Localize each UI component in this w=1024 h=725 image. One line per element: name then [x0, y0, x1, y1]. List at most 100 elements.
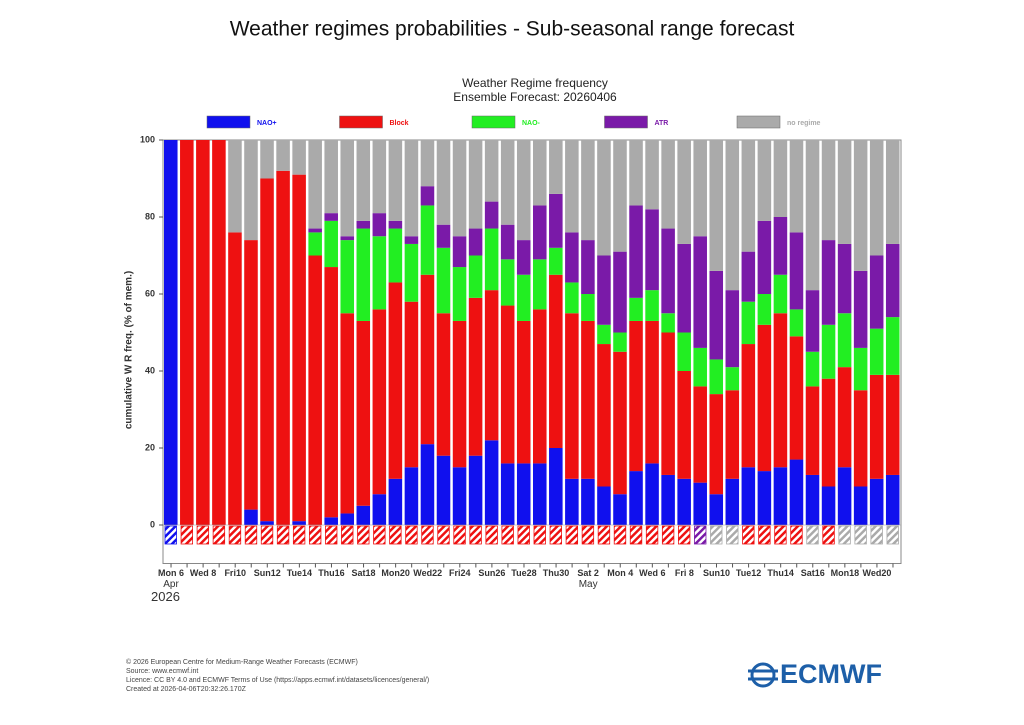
bar-segment: [693, 347, 707, 387]
bar-segment: [468, 455, 483, 525]
bar-segment: [613, 140, 627, 252]
bar-segment: [613, 494, 627, 525]
bar-segment: [789, 309, 804, 337]
bar-segment: [661, 228, 675, 314]
bar-segment: [228, 232, 242, 525]
dominant-regime-box: [437, 525, 450, 545]
bar-segment: [581, 320, 595, 479]
dominant-regime-box: [838, 525, 851, 545]
legend-swatch: [604, 115, 648, 129]
bar-segment: [853, 270, 868, 348]
bar-segment: [404, 236, 419, 244]
bar-segment: [436, 224, 451, 248]
x-tick-label: Mon 4: [607, 568, 633, 578]
bar-segment: [565, 282, 579, 314]
dominant-regime-box: [886, 525, 899, 545]
bar-segment: [869, 328, 884, 375]
x-tick-label: Tue28: [511, 568, 536, 578]
bar-segment: [661, 474, 675, 525]
dominant-regime-box: [710, 525, 723, 545]
bar-segment: [837, 313, 852, 368]
bar-segment: [388, 228, 403, 283]
dominant-regime-box: [421, 525, 434, 545]
bar-segment: [292, 174, 306, 522]
x-tick-label: Thu14: [767, 568, 794, 578]
x-tick-label: Mon 6: [158, 568, 184, 578]
bar-segment: [805, 474, 820, 525]
x-tick-label: Sat 2: [577, 568, 599, 578]
x-tick-label: Sun12: [254, 568, 281, 578]
bar-segment: [404, 301, 419, 468]
bar-segment: [308, 140, 322, 229]
dominant-regime-box: [629, 525, 643, 545]
bar-segment: [549, 193, 563, 248]
bar-segment: [468, 140, 483, 229]
bar-segment: [516, 240, 531, 275]
dominant-regime-box: [325, 525, 338, 545]
bar-segment: [484, 440, 499, 525]
bar-segment: [597, 344, 611, 487]
legend-swatch: [206, 115, 251, 129]
bar-segment: [869, 255, 884, 329]
bar-segment: [324, 220, 338, 268]
bar-segment: [484, 290, 499, 441]
x-tick-label: Sun26: [478, 568, 505, 578]
bar-segment: [388, 220, 403, 229]
bar-segment: [549, 448, 563, 525]
bar-segment: [789, 459, 804, 525]
bar-segment: [340, 236, 355, 241]
dominant-regime-box: [260, 525, 274, 545]
bar-segment: [372, 140, 387, 214]
bar-segment: [276, 140, 290, 171]
bar-segment: [372, 236, 387, 310]
y-tick-label: 100: [140, 134, 155, 144]
bar-segment: [741, 467, 756, 525]
x-tick-label: Fri24: [449, 568, 471, 578]
bar-segment: [292, 140, 306, 175]
bar-segment: [533, 140, 547, 206]
legend-label: NAO-: [522, 120, 541, 127]
bar-segment: [693, 386, 707, 483]
x-tick-label: Sun10: [703, 568, 730, 578]
bar-segment: [244, 509, 258, 525]
footer-line: Created at 2026-04-06T20:32:26.170Z: [126, 686, 247, 693]
y-tick-label: 40: [145, 365, 155, 375]
bar-segment: [645, 320, 659, 464]
dominant-regime-box: [308, 525, 322, 545]
dominant-regime-box: [758, 525, 771, 545]
x-tick-label: Tue12: [736, 568, 761, 578]
bar-segment: [597, 140, 611, 256]
dominant-regime-box: [373, 525, 386, 545]
bar-segment: [885, 317, 900, 375]
bar-segment: [516, 463, 531, 525]
bar-segment: [565, 232, 579, 283]
footer-line: Source: www.ecmwf.int: [126, 668, 198, 675]
dominant-regime-box: [677, 525, 691, 545]
bar-segment: [837, 140, 852, 244]
dominant-regime-box: [533, 525, 546, 545]
bar-segment: [789, 232, 804, 310]
bar-segment: [869, 140, 884, 256]
bar-segment: [645, 463, 659, 525]
bar-segment: [533, 463, 547, 525]
bar-segment: [500, 259, 515, 306]
bar-segment: [677, 140, 691, 244]
bar-segment: [805, 290, 820, 352]
bar-segment: [228, 140, 242, 233]
legend-label: no regime: [787, 120, 821, 127]
bar-segment: [821, 140, 836, 241]
bar-segment: [516, 140, 531, 241]
bar-segment: [484, 201, 499, 229]
bar-segment: [645, 209, 659, 291]
bar-segment: [196, 140, 210, 525]
bar-segment: [581, 294, 595, 321]
dominant-regime-box: [645, 525, 659, 545]
bar-segment: [677, 243, 691, 333]
dominant-regime-box: [694, 525, 707, 545]
bar-segment: [549, 140, 563, 194]
bar-segment: [276, 170, 290, 526]
x-tick-label: Wed20: [863, 568, 892, 578]
bar-segment: [452, 236, 467, 268]
dominant-regime-box: [485, 525, 498, 545]
bar-segment: [372, 309, 387, 495]
